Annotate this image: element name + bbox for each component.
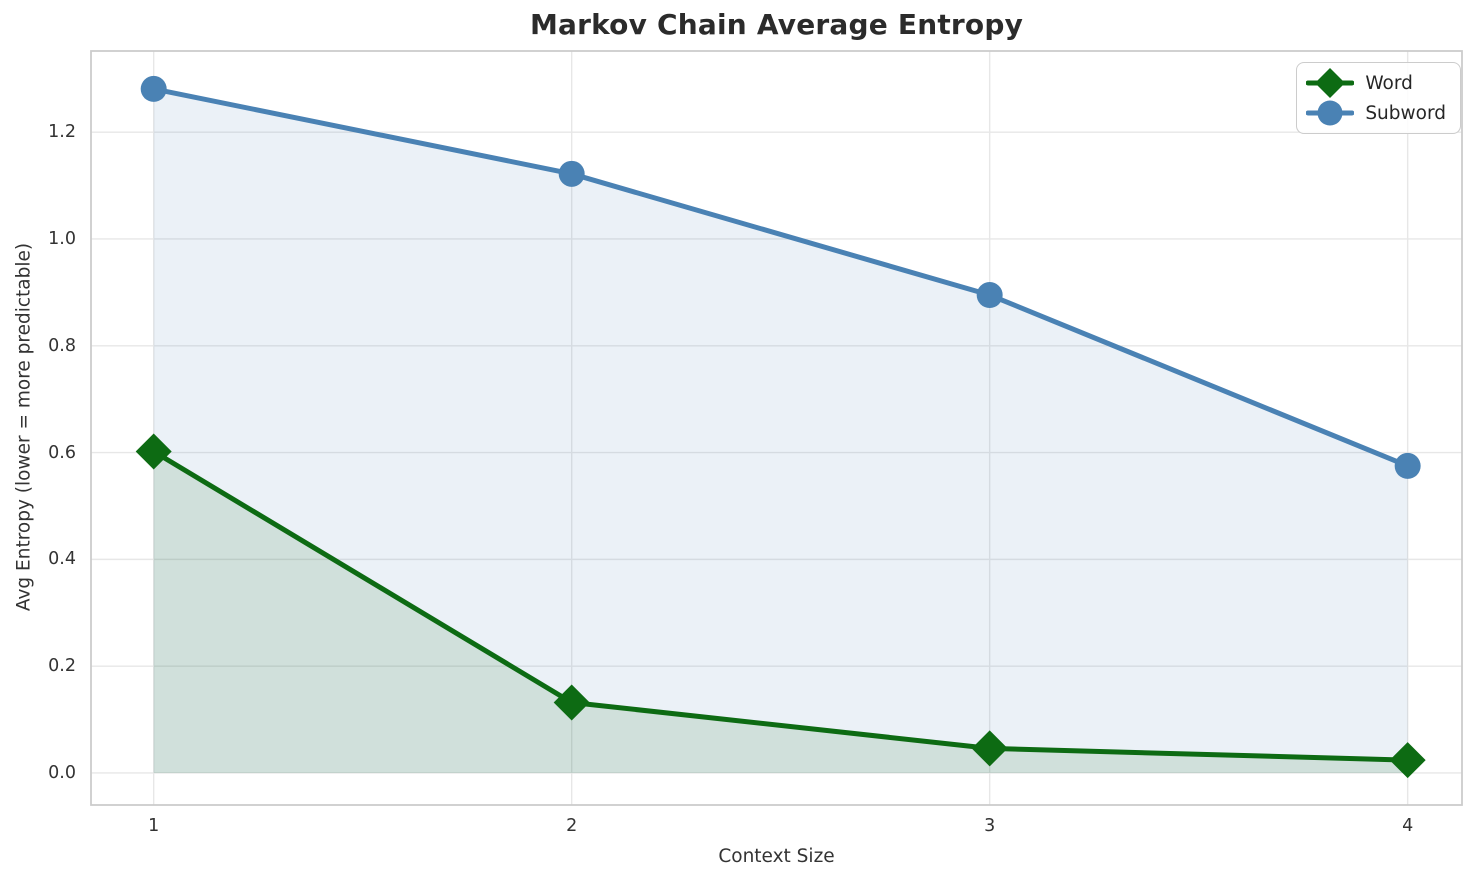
- legend-label-word: Word: [1365, 72, 1413, 94]
- y-axis-label: Avg Entropy (lower = more predictable): [13, 242, 35, 612]
- legend-label-subword: Subword: [1365, 102, 1446, 124]
- word-marker: [1389, 742, 1426, 779]
- word-area-fill: [153, 451, 1408, 773]
- y-tick-label: 0.6: [48, 442, 76, 463]
- y-tick-label: 0.2: [48, 656, 76, 677]
- subword-marker: [976, 282, 1003, 309]
- y-tick-label: 0.0: [48, 762, 76, 783]
- x-tick-label: 1: [148, 816, 160, 836]
- subword-line: [151, 86, 1411, 469]
- word-marker: [135, 433, 172, 470]
- legend: Word Subword: [1296, 62, 1461, 134]
- legend-item-subword: Subword: [1306, 98, 1446, 128]
- x-tick-label: 2: [566, 816, 578, 836]
- x-tick-label: 4: [1402, 816, 1414, 836]
- word-marker: [553, 684, 590, 721]
- subword-marker: [558, 160, 585, 187]
- y-tick-label: 1.2: [48, 122, 76, 143]
- chart-title: Markov Chain Average Entropy: [529, 8, 1024, 41]
- word-diamond-marker-icon: [1306, 68, 1355, 98]
- subword-circle-marker-icon: [1306, 100, 1355, 126]
- subword-marker: [140, 75, 167, 102]
- plot-border: [90, 50, 1463, 806]
- subword-marker: [1394, 452, 1421, 479]
- x-tick-label: 3: [984, 816, 996, 836]
- word-line: [151, 448, 1411, 763]
- y-tick-label: 0.8: [48, 335, 76, 356]
- y-tick-label: 0.4: [48, 549, 76, 570]
- x-axis-label: Context Size: [718, 846, 835, 867]
- word-marker: [971, 730, 1008, 767]
- y-tick-label: 1.0: [48, 228, 76, 249]
- subword-area-fill: [153, 88, 1408, 773]
- legend-item-word: Word: [1306, 68, 1446, 98]
